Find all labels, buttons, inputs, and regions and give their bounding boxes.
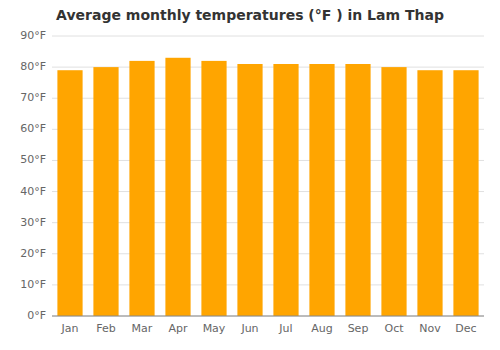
y-tick-label: 80°F [20, 60, 46, 73]
bar [93, 67, 118, 316]
bar [345, 64, 370, 316]
chart-container: 0°F 10°F 20°F 30°F 40°F 50°F 60°F 70°F 80°F 90°F J… [0, 0, 500, 350]
x-tick-label: Apr [168, 322, 188, 335]
y-tick-label: 40°F [20, 185, 46, 198]
y-tick-label: 10°F [20, 278, 46, 291]
x-tick-label: Jan [61, 322, 79, 335]
bar [309, 64, 334, 316]
chart: 0°F 10°F 20°F 30°F 40°F 50°F 60°F 70°F 80°F 90°F J… [0, 0, 500, 350]
y-tick-label: 50°F [20, 153, 46, 166]
bar [453, 70, 478, 316]
x-tick-label: Nov [419, 322, 441, 335]
x-tick-label: Feb [96, 322, 115, 335]
grid-line [52, 36, 484, 37]
grid [52, 36, 484, 316]
x-tick-label: Dec [455, 322, 476, 335]
title: Average monthly temperatures (°F ) in La… [56, 7, 444, 23]
bar [129, 61, 154, 316]
y-tick-label: 30°F [20, 216, 46, 229]
y-tick-label: 0°F [27, 309, 46, 322]
x-tick-label: Jul [278, 322, 292, 335]
x-tick-label: Oct [384, 322, 404, 335]
x-axis: Jan Feb Mar Apr May Jun Jul Aug Sep Oct Nov Dec [52, 316, 484, 335]
bars [57, 58, 478, 316]
bar [165, 58, 190, 316]
x-tick-label: Mar [132, 322, 153, 335]
bar [273, 64, 298, 316]
bar [201, 61, 226, 316]
y-tick-label: 90°F [20, 29, 46, 42]
y-axis: 0°F 10°F 20°F 30°F 40°F 50°F 60°F 70°F 80°F 90°F [20, 29, 46, 322]
y-tick-label: 70°F [20, 91, 46, 104]
bar [417, 70, 442, 316]
bar [237, 64, 262, 316]
grid-line [52, 316, 484, 317]
x-tick-label: May [203, 322, 226, 335]
bar [57, 70, 82, 316]
y-tick-label: 20°F [20, 247, 46, 260]
x-axis-line [52, 316, 484, 317]
x-tick-label: Aug [311, 322, 332, 335]
y-tick-label: 60°F [20, 122, 46, 135]
x-tick-label: Jun [240, 322, 258, 335]
x-tick-label: Sep [348, 322, 369, 335]
bar [381, 67, 406, 316]
